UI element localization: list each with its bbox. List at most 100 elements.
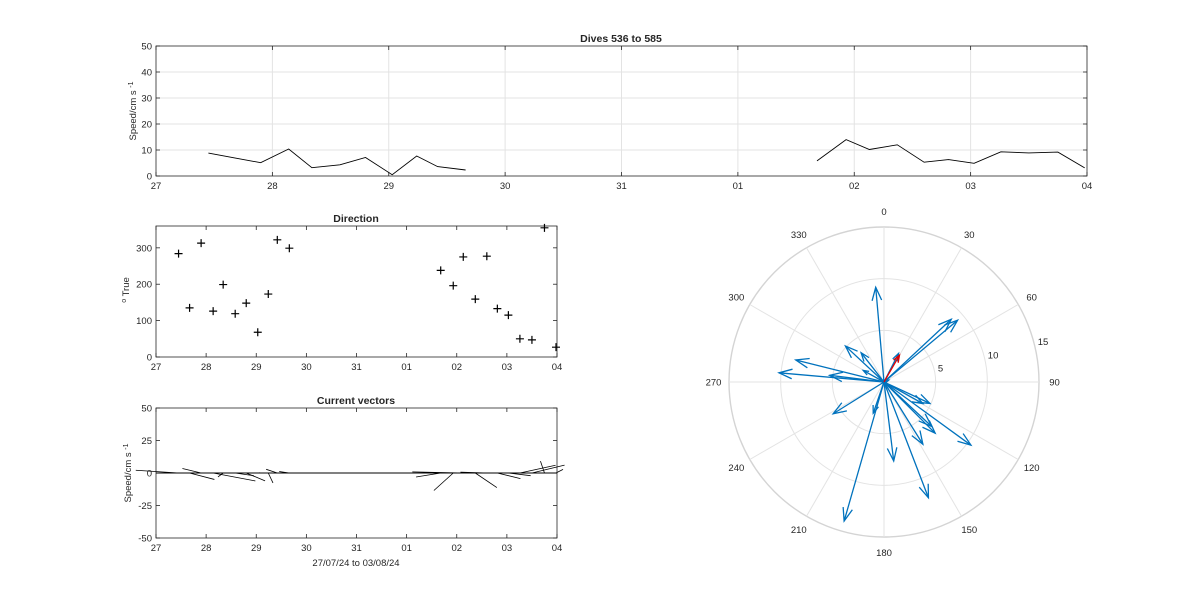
compass-arrow-head (957, 433, 973, 447)
y-tick-label: 200 (136, 280, 152, 291)
polar-angle-label: 330 (791, 230, 807, 241)
direction-point (219, 280, 228, 289)
speed-series-line (208, 148, 466, 176)
polar-angle-label: 180 (876, 548, 892, 559)
x-tick-label: 29 (251, 543, 262, 554)
polar-angle-label: 90 (1049, 378, 1060, 389)
speed-chart-title: Dives 536 to 585 (580, 33, 662, 45)
polar-angle-label: 0 (881, 207, 886, 218)
polar-radius-label: 5 (938, 364, 943, 375)
compass-arrow (883, 381, 933, 427)
direction-axes: 27 28 29 30 31 01 02 03 04 0 100 200 300 (136, 223, 563, 373)
x-tick-label: 02 (849, 181, 860, 192)
current-vector-stick (182, 468, 202, 474)
current-vector-stick (267, 472, 274, 484)
compass-arrow-head (918, 483, 930, 500)
direction-point (253, 328, 262, 337)
speed-series-line (816, 139, 1085, 169)
x-tick-label: 30 (301, 362, 312, 373)
current-vector-stick (189, 472, 215, 480)
y-tick-label: 30 (141, 94, 152, 105)
direction-point (285, 244, 294, 253)
compass-arrow-head (793, 357, 810, 369)
x-tick-label: 31 (616, 181, 627, 192)
compass-arrow-head (871, 285, 883, 301)
compass-arrow (883, 381, 924, 445)
polar-radius-label: 10 (988, 350, 999, 361)
x-tick-label: 31 (351, 543, 362, 554)
compass-arrow (883, 381, 972, 446)
compass-arrow-head (886, 447, 898, 463)
y-tick-label: 10 (141, 146, 152, 157)
polar-spoke (806, 381, 885, 517)
direction-chart-title: Direction (333, 213, 379, 225)
current-vector-stick (555, 469, 564, 474)
polar-angle-label: 150 (961, 525, 977, 536)
y-tick-label: 0 (147, 353, 152, 364)
current-vector-stick (412, 471, 464, 474)
vectors-chart-title: Current vectors (317, 395, 395, 407)
current-vector-stick (519, 464, 556, 474)
speed-y-axis-label: Speed/cm s -1 (128, 81, 140, 140)
current-vector-stick (213, 472, 256, 482)
vectors-y-axis-label: Speed/cm s -1 (123, 443, 135, 502)
polar-spoke (883, 381, 962, 517)
polar-angle-label: 300 (728, 292, 744, 303)
polar-angle-label: 270 (706, 378, 722, 389)
x-tick-label: 03 (502, 362, 513, 373)
polar-angle-label: 240 (728, 463, 744, 474)
direction-point (551, 343, 560, 352)
compass-arrow (829, 374, 885, 383)
polar-angle-label: 210 (791, 525, 807, 536)
compass-arrow-head (918, 413, 934, 428)
current-vector-stick (266, 468, 278, 474)
x-tick-label: 03 (965, 181, 976, 192)
x-tick-label: 28 (201, 543, 212, 554)
current-vector-stick (531, 464, 565, 474)
x-tick-label: 01 (733, 181, 744, 192)
speed-y-label-text: Speed/cm s -1 (128, 81, 140, 140)
direction-point (459, 252, 468, 261)
speed-axes: 27 28 29 30 31 01 02 03 04 0 10 20 30 40 50 (141, 42, 1092, 193)
compass-arrow (845, 345, 885, 383)
compass-arrow (862, 369, 885, 383)
current-vector-stick (540, 460, 545, 474)
x-tick-label: 27 (151, 181, 162, 192)
direction-point (449, 281, 458, 290)
polar-angle-label: 120 (1024, 463, 1040, 474)
x-tick-label: 01 (401, 362, 412, 373)
x-tick-label: 02 (451, 543, 462, 554)
x-tick-label: 04 (552, 543, 563, 554)
x-tick-label: 28 (201, 362, 212, 373)
y-tick-label: 0 (147, 469, 152, 480)
current-vector-stick (460, 471, 487, 474)
mean-compass-arrow (883, 354, 901, 383)
y-tick-label: 50 (141, 42, 152, 53)
compass-arrow (883, 318, 952, 383)
polar-angle-label: 60 (1026, 292, 1037, 303)
direction-point (527, 335, 536, 344)
vectors-x-axis-label: 27/07/24 to 03/08/24 (312, 558, 399, 569)
x-tick-label: 02 (451, 362, 462, 373)
compass-arrow-head (938, 317, 953, 333)
direction-point (504, 311, 513, 320)
direction-point (197, 239, 206, 248)
y-tick-label: 25 (141, 436, 152, 447)
x-tick-label: 28 (267, 181, 278, 192)
compass-arrow (795, 359, 885, 383)
current-vector-stick (246, 472, 266, 482)
x-tick-label: 27 (151, 543, 162, 554)
compass-arrow-head (911, 430, 924, 446)
current-vector-stick (475, 472, 498, 488)
y-tick-label: 300 (136, 243, 152, 254)
x-tick-label: 04 (552, 362, 563, 373)
y-tick-label: -50 (138, 534, 152, 545)
direction-y-label-text: o True (121, 277, 133, 303)
polar-radius-label: 15 (1038, 337, 1049, 348)
current-vector-stick (497, 472, 521, 479)
current-vector-stick (279, 471, 290, 474)
x-tick-label: 03 (502, 543, 513, 554)
